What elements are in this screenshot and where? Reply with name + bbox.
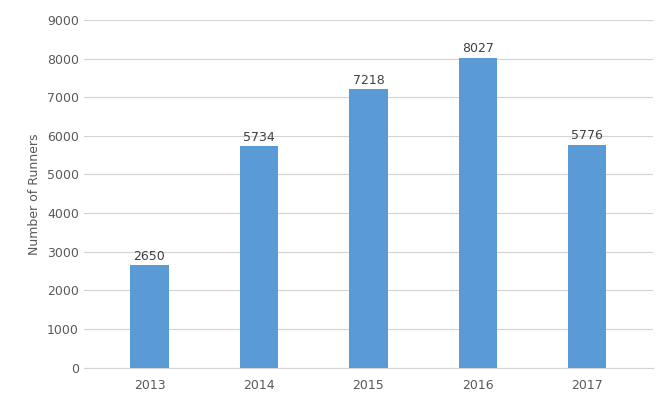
Bar [568,144,607,368]
Text: 5776: 5776 [571,129,603,142]
Bar [459,58,497,368]
Text: 5734: 5734 [243,131,275,144]
Y-axis label: Number of Runners: Number of Runners [28,133,41,254]
Text: 8027: 8027 [462,42,494,55]
Text: 2650: 2650 [134,250,166,263]
Bar [349,89,387,368]
Bar [130,265,168,368]
Bar [240,146,278,368]
Text: 7218: 7218 [353,73,384,86]
